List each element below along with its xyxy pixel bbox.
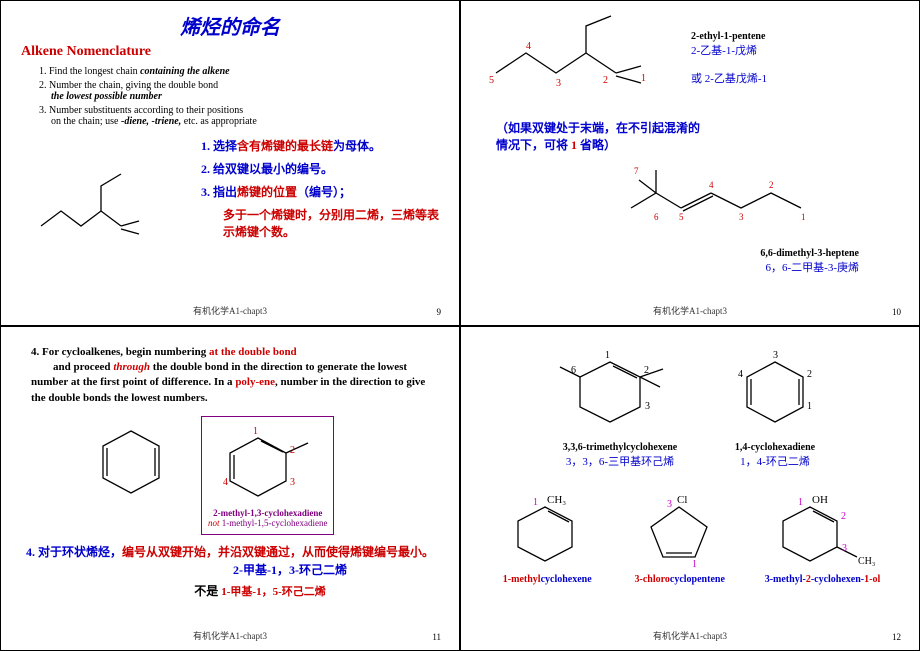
title-cn: 烯烃的命名 xyxy=(21,11,439,40)
methylcyclohexenol: OH CH₃ 1 2 3 xyxy=(765,489,875,574)
name-11-cn-not: 1-甲基-1，5-环己二烯 xyxy=(221,586,326,598)
svg-text:3: 3 xyxy=(667,499,672,510)
footer: 有机化学A1-chapt3 xyxy=(1,304,459,317)
footer: 有机化学A1-chapt3 xyxy=(1,629,459,642)
svg-text:2: 2 xyxy=(644,365,649,376)
rule-en-2: 2. Number the chain, giving the double b… xyxy=(39,80,439,102)
name-10b-cn: 6，6-二甲基-3-庚烯 xyxy=(481,259,859,275)
svg-text:5: 5 xyxy=(489,75,494,86)
chlorocyclopentene: Cl 1 3 xyxy=(632,489,727,574)
svg-text:3: 3 xyxy=(556,78,561,89)
svg-text:OH: OH xyxy=(812,494,828,506)
slide-12: 1 2 3 6 3,3,6-trimethylcyclohexene 3，3，6… xyxy=(460,326,920,651)
name-a-en: 3,3,6-trimethylcyclohexene xyxy=(555,442,685,453)
rule4-cn: 4. 对于环状烯烃，编号从双键开始，并沿双键通过，从而使得烯键编号最小。 xyxy=(26,543,439,561)
svg-text:1: 1 xyxy=(641,73,646,84)
svg-text:3: 3 xyxy=(842,543,847,554)
svg-text:3: 3 xyxy=(645,401,650,412)
svg-text:2: 2 xyxy=(769,180,774,190)
name-a-cn: 3，3，6-三甲基环己烯 xyxy=(555,453,685,469)
page-number: 10 xyxy=(892,307,901,317)
name-10a-alt: 或 2-乙基戊烯-1 xyxy=(691,70,767,86)
svg-text:2: 2 xyxy=(603,75,608,86)
name-10a-en: 2-ethyl-1-pentene xyxy=(691,31,767,42)
rule4-en: 4. For cycloalkenes, begin numbering at … xyxy=(31,345,439,407)
svg-text:Cl: Cl xyxy=(677,494,687,506)
svg-text:2: 2 xyxy=(841,511,846,522)
svg-text:4: 4 xyxy=(738,369,743,380)
svg-text:2: 2 xyxy=(290,445,295,456)
svg-text:CH₃: CH₃ xyxy=(547,494,566,506)
molecule-10b: 7 6 5 4 3 2 1 xyxy=(621,158,881,248)
title-en: Alkene Nomenclature xyxy=(21,44,439,60)
molecule-10a: 1 2 3 4 5 xyxy=(481,11,681,111)
name-b-cn: 1，4-环己二烯 xyxy=(725,453,825,469)
slide-11: 4. For cycloalkenes, begin numbering at … xyxy=(0,326,460,651)
svg-text:1: 1 xyxy=(692,559,697,570)
footer: 有机化学A1-chapt3 xyxy=(461,629,919,642)
slide-10: 1 2 3 4 5 2-ethyl-1-pentene 2-乙基-1-戊烯 或 … xyxy=(460,0,920,326)
svg-text:1: 1 xyxy=(253,426,258,437)
svg-text:1: 1 xyxy=(801,212,806,222)
svg-text:1: 1 xyxy=(605,350,610,361)
name-10b-en: 6,6-dimethyl-3-heptene xyxy=(481,248,859,259)
name-11-cn: 2-甲基-1，3-环己二烯 xyxy=(141,561,439,578)
svg-text:CH₃: CH₃ xyxy=(858,556,875,567)
name-b-en: 1,4-cyclohexadiene xyxy=(725,442,825,453)
svg-text:6: 6 xyxy=(571,365,576,376)
name-10a-cn: 2-乙基-1-戊烯 xyxy=(691,42,767,58)
footer: 有机化学A1-chapt3 xyxy=(461,304,919,317)
svg-text:1: 1 xyxy=(807,401,812,412)
cyclohexadiene: 1 2 3 4 xyxy=(725,347,825,442)
svg-text:4: 4 xyxy=(223,477,228,488)
svg-text:3: 3 xyxy=(739,212,744,222)
svg-text:3: 3 xyxy=(290,477,295,488)
molecule-9 xyxy=(31,156,181,246)
page-number: 11 xyxy=(432,632,441,642)
svg-text:5: 5 xyxy=(679,212,684,222)
svg-text:1: 1 xyxy=(798,497,803,508)
svg-text:6: 6 xyxy=(654,212,659,222)
hexagon-methyl: 1 2 3 4 xyxy=(213,423,323,508)
slide-9: 烯烃的命名 Alkene Nomenclature 1. Find the lo… xyxy=(0,0,460,326)
rule-en-3: 3. Number substituents according to thei… xyxy=(39,105,439,127)
not-label-cn: 不是 xyxy=(194,584,218,598)
hexagon-plain xyxy=(81,416,181,516)
svg-text:3: 3 xyxy=(773,350,778,361)
rule-en-1: 1. Find the longest chain containing the… xyxy=(39,66,439,77)
svg-text:2: 2 xyxy=(807,369,812,380)
rules-cn: 1. 选择含有烯键的最长链为母体。 2. 给双键以最小的编号。 3. 指出烯键的… xyxy=(201,137,439,240)
svg-text:4: 4 xyxy=(709,180,714,190)
trimethylcyclohexene: 1 2 3 6 xyxy=(555,347,685,442)
note-10: （如果双键处于末端，在不引起混淆的情况下，可将 1 省略） xyxy=(496,119,899,153)
name-11-en: 2-methyl-1,3-cyclohexadiene xyxy=(213,508,322,518)
svg-text:1: 1 xyxy=(533,497,538,508)
methylcyclohexene: CH₃ 1 xyxy=(500,489,595,574)
page-number: 9 xyxy=(437,307,442,317)
svg-text:4: 4 xyxy=(526,41,531,52)
svg-text:7: 7 xyxy=(634,166,639,176)
page-number: 12 xyxy=(892,632,901,642)
